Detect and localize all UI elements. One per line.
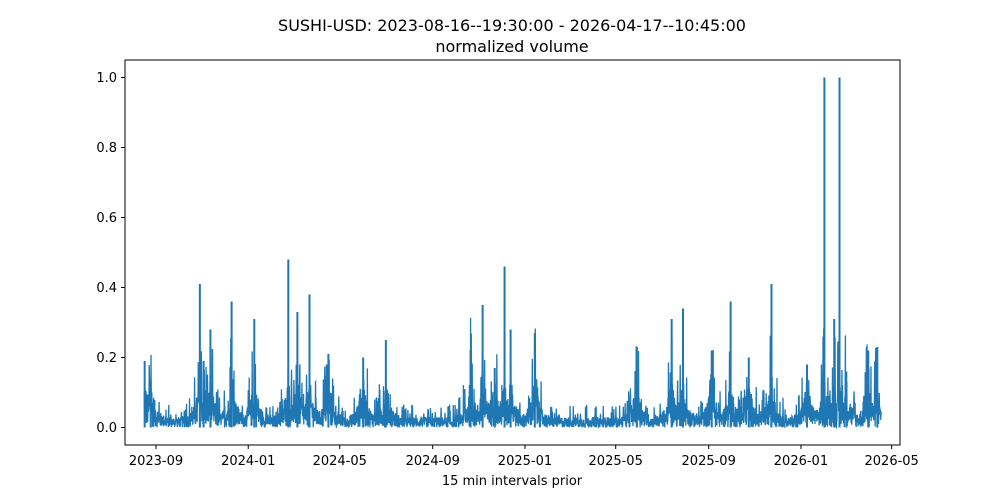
x-tick-label: 2025-01 <box>498 454 552 469</box>
y-tick-label: 0.4 <box>96 281 117 296</box>
x-axis: 2023-09 2024-01 2024-05 2024-09 2025-01 2025-… <box>129 445 919 469</box>
chart-subtitle: normalized volume <box>435 37 588 56</box>
x-tick-label: 2025-09 <box>682 454 736 469</box>
series-layer <box>143 77 882 430</box>
chart-title: SUSHI-USD: 2023-08-16--19:30:00 - 2026-0… <box>278 16 746 35</box>
x-tick-label: 2026-05 <box>865 454 919 469</box>
x-tick-label: 2024-01 <box>221 454 275 469</box>
x-tick-label: 2023-09 <box>129 454 183 469</box>
volume-series-line <box>143 77 882 430</box>
y-tick-label: 0.8 <box>96 141 117 156</box>
y-tick-label: 0.6 <box>96 211 117 226</box>
x-tick-label: 2026-01 <box>774 454 828 469</box>
y-axis: 0.0 0.2 0.4 0.6 0.8 1.0 <box>96 71 125 436</box>
y-tick-label: 1.0 <box>96 71 117 86</box>
y-tick-label: 0.2 <box>96 351 117 366</box>
x-axis-label: 15 min intervals prior <box>442 474 583 489</box>
x-tick-label: 2024-09 <box>406 454 460 469</box>
x-tick-label: 2025-05 <box>589 454 643 469</box>
plot-frame <box>124 59 901 446</box>
y-tick-label: 0.0 <box>96 421 117 436</box>
x-tick-label: 2024-05 <box>313 454 367 469</box>
